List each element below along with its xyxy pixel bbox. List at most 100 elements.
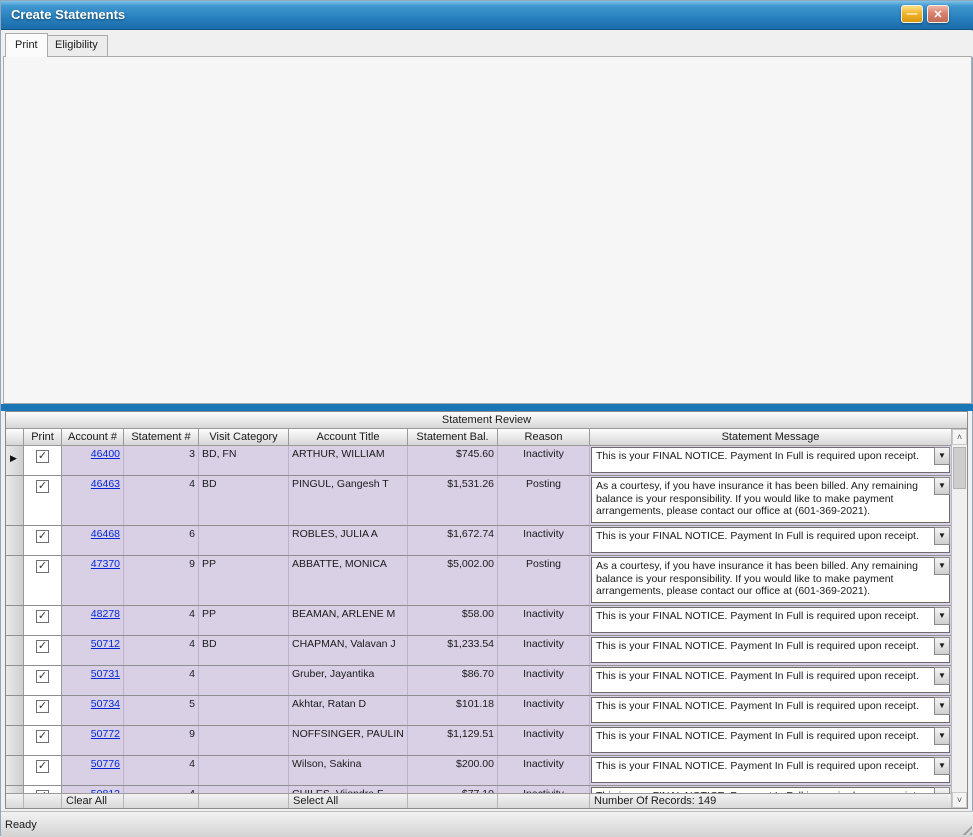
checkbox-icon[interactable]: ✓	[36, 730, 49, 743]
account-number-link[interactable]: 47370	[90, 558, 120, 570]
tab-print[interactable]: Print	[5, 33, 48, 57]
col-account[interactable]: Account #	[62, 429, 124, 445]
checkbox-icon[interactable]: ✓	[36, 640, 49, 653]
account-title-cell: ROBLES, JULIA A	[289, 526, 408, 555]
col-print[interactable]: Print	[24, 429, 62, 445]
statement-message-cell: This is your FINAL NOTICE. Payment In Fu…	[590, 756, 951, 785]
statement-number-cell: 4	[124, 606, 199, 635]
account-number-link[interactable]: 50712	[90, 638, 120, 650]
message-dropdown-button[interactable]: ▼	[934, 757, 950, 775]
account-number-cell: 47370	[62, 556, 124, 605]
col-account-title[interactable]: Account Title	[289, 429, 408, 445]
message-dropdown-button[interactable]: ▼	[934, 697, 950, 715]
statement-review-title: Statement Review	[6, 412, 967, 429]
message-dropdown-button[interactable]: ▼	[934, 527, 950, 545]
account-number-link[interactable]: 50772	[90, 728, 120, 740]
checkbox-icon[interactable]: ✓	[36, 480, 49, 493]
account-number-link[interactable]: 46463	[90, 478, 120, 490]
account-number-link[interactable]: 46400	[90, 448, 120, 460]
col-visit-category[interactable]: Visit Category	[199, 429, 289, 445]
statement-message-text: This is your FINAL NOTICE. Payment In Fu…	[591, 527, 950, 553]
message-dropdown-button[interactable]: ▼	[934, 787, 950, 793]
visit-category-cell: BD	[199, 476, 289, 525]
statement-balance-cell: $58.00	[408, 606, 498, 635]
statement-message-text: As a courtesy, if you have insurance it …	[591, 557, 950, 603]
checkbox-icon[interactable]: ✓	[36, 450, 49, 463]
reason-cell: Posting	[498, 476, 590, 525]
account-number-link[interactable]: 46468	[90, 528, 120, 540]
vertical-scrollbar[interactable]: ˄ ˅	[951, 429, 967, 808]
statement-number-cell: 3	[124, 446, 199, 475]
account-number-link[interactable]: 50776	[90, 758, 120, 770]
checkbox-icon[interactable]: ✓	[36, 530, 49, 543]
row-indicator	[6, 476, 24, 525]
checkbox-icon[interactable]: ✓	[36, 700, 49, 713]
close-button[interactable]: ✕	[927, 5, 949, 23]
scrollbar-thumb[interactable]	[953, 447, 966, 489]
row-indicator: ▶	[6, 446, 24, 475]
print-checkbox-cell[interactable]: ✓	[24, 696, 62, 725]
account-number-cell: 50731	[62, 666, 124, 695]
print-checkbox-cell[interactable]: ✓	[24, 446, 62, 475]
row-indicator	[6, 726, 24, 755]
account-number-link[interactable]: 50812	[91, 788, 120, 793]
message-dropdown-button[interactable]: ▼	[934, 477, 950, 495]
checkbox-icon[interactable]: ✓	[36, 560, 49, 573]
resize-grip-icon[interactable]	[959, 822, 972, 835]
statement-balance-cell: $86.70	[408, 666, 498, 695]
scroll-up-icon[interactable]: ˄	[952, 429, 967, 445]
account-title-cell: CHAPMAN, Valavan J	[289, 636, 408, 665]
statement-message-cell: This is your FINAL NOTICE. Payment In Fu…	[590, 526, 951, 555]
message-dropdown-button[interactable]: ▼	[934, 667, 950, 685]
col-reason[interactable]: Reason	[498, 429, 590, 445]
scrollbar-track[interactable]	[952, 445, 967, 792]
table-row: ✓ 46468 6 ROBLES, JULIA A $1,672.74 Inac…	[6, 526, 951, 556]
col-statement-bal[interactable]: Statement Bal.	[408, 429, 498, 445]
message-dropdown-button[interactable]: ▼	[934, 607, 950, 625]
tab-strip: Print Eligibility	[1, 31, 973, 57]
col-statement-message[interactable]: Statement Message	[721, 431, 820, 443]
account-number-link[interactable]: 50731	[90, 668, 120, 680]
statement-message-cell: This is your FINAL NOTICE. Payment In Fu…	[590, 696, 951, 725]
statement-message-text: This is your FINAL NOTICE. Payment In Fu…	[591, 727, 950, 753]
print-checkbox-cell[interactable]: ✓	[24, 476, 62, 525]
print-checkbox-cell[interactable]: ✓	[24, 786, 62, 793]
checkbox-icon[interactable]: ✓	[36, 610, 49, 623]
statement-balance-cell: $1,672.74	[408, 526, 498, 555]
print-checkbox-cell[interactable]: ✓	[24, 526, 62, 555]
print-checkbox-cell[interactable]: ✓	[24, 606, 62, 635]
minimize-button[interactable]: —	[901, 5, 923, 23]
tab-eligibility[interactable]: Eligibility	[45, 35, 108, 56]
message-dropdown-button[interactable]: ▼	[934, 557, 950, 575]
reason-cell: Inactivity	[498, 666, 590, 695]
checkbox-icon[interactable]: ✓	[36, 670, 49, 683]
clear-all-button[interactable]: Clear All	[62, 794, 124, 808]
print-checkbox-cell[interactable]: ✓	[24, 756, 62, 785]
account-number-link[interactable]: 48278	[90, 608, 120, 620]
statement-message-text: This is your FINAL NOTICE. Payment In Fu…	[591, 757, 950, 783]
account-number-link[interactable]: 50734	[90, 698, 120, 710]
checkbox-icon[interactable]: ✓	[36, 760, 49, 773]
statement-number-cell: 5	[124, 696, 199, 725]
visit-category-cell	[199, 756, 289, 785]
print-checkbox-cell[interactable]: ✓	[24, 556, 62, 605]
print-checkbox-cell[interactable]: ✓	[24, 666, 62, 695]
select-all-button[interactable]: Select All	[289, 794, 408, 808]
visit-category-cell	[199, 726, 289, 755]
statement-review-footer: Clear All Select All Number Of Records: …	[6, 793, 951, 808]
statement-balance-cell: $745.60	[408, 446, 498, 475]
visit-category-cell: PP	[199, 606, 289, 635]
print-checkbox-cell[interactable]: ✓	[24, 726, 62, 755]
statement-review-table: Statement Review Print Account # Stateme…	[5, 411, 968, 809]
col-row-indicator	[6, 429, 24, 445]
row-indicator	[6, 696, 24, 725]
checkbox-icon[interactable]: ✓	[36, 790, 49, 793]
message-dropdown-button[interactable]: ▼	[934, 637, 950, 655]
col-statement[interactable]: Statement #	[124, 429, 199, 445]
print-checkbox-cell[interactable]: ✓	[24, 636, 62, 665]
message-dropdown-button[interactable]: ▼	[934, 447, 950, 465]
scroll-down-icon[interactable]: ˅	[952, 792, 967, 808]
account-title-cell: Wilson, Sakina	[289, 756, 408, 785]
message-dropdown-button[interactable]: ▼	[934, 727, 950, 745]
